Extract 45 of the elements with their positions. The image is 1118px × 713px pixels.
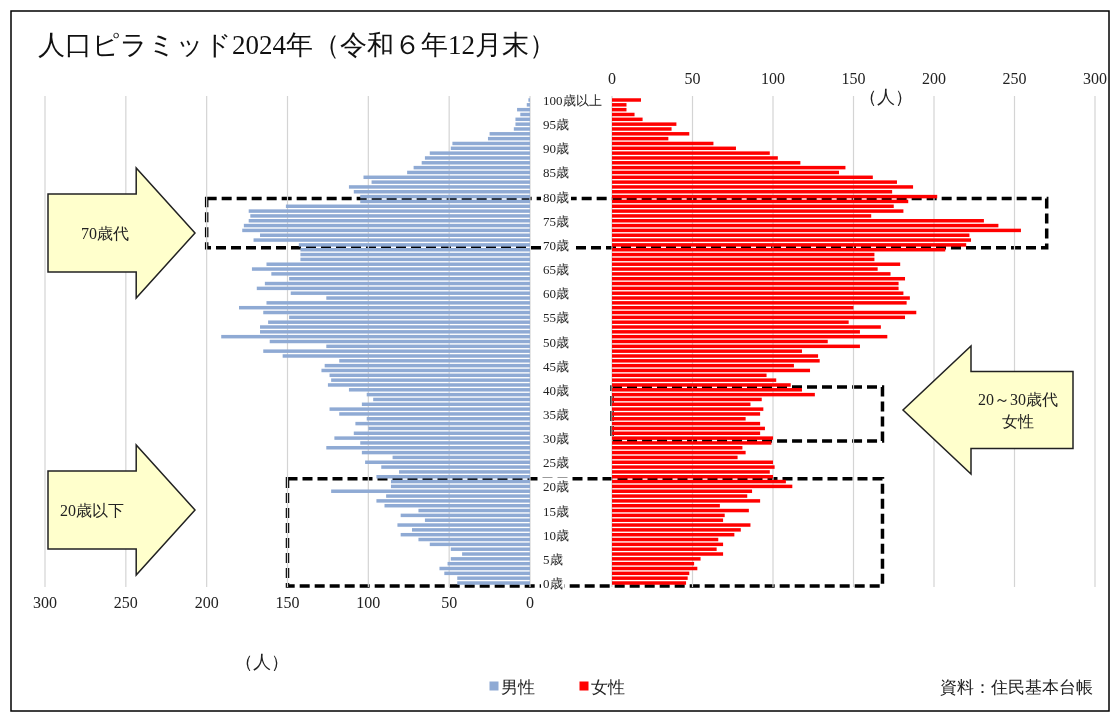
x-tick-label: 300 [1083,70,1107,87]
x-tick-label: 250 [1002,70,1027,87]
y-tick-label: 70歳 [543,237,569,253]
legend-label: 女性 [591,678,625,697]
x-tick-label: 100 [356,594,381,611]
text: 資料：住民基本台帳 [940,678,1093,697]
y-tick-label: 60歳 [543,286,569,302]
x-tick-label: 200 [194,594,219,611]
annotation: 女性 [1002,413,1034,430]
legend-label: 男性 [501,678,535,697]
y-tick-label: 55歳 [543,310,569,326]
y-tick-label: 40歳 [543,382,569,398]
y-tick-label: 15歳 [543,503,569,519]
y-tick-label: 5歳 [543,551,563,567]
x-tick-label: 100 [761,70,785,87]
chart-title: 人口ピラミッド2024年（令和６年12月末） [38,30,556,60]
x-tick-label: 300 [33,594,57,611]
x-tick-label: 0 [608,70,616,87]
y-tick-label: 35歳 [543,406,569,422]
y-tick-label: 25歳 [543,455,569,471]
x-tick-label: 0 [526,594,534,611]
y-tick-label: 20歳 [543,479,569,495]
y-tick-label: 45歳 [543,358,569,374]
y-tick-label: 65歳 [543,262,569,278]
annotation: 70歳代 [81,225,129,242]
x-tick-label: 150 [841,70,866,87]
y-tick-label: 30歳 [543,431,569,447]
x-tick-label: 50 [684,70,701,87]
annotation: 20歳以下 [60,502,124,519]
y-tick-label: 80歳 [543,189,569,205]
y-tick-label: 10歳 [543,527,569,543]
x-tick-label: 200 [922,70,946,87]
y-tick-label: 50歳 [543,334,569,350]
x-axis-title: （人） [859,87,913,107]
y-tick-label: 0歳 [543,576,563,591]
y-tick-label: 90歳 [543,141,569,157]
y-tick-label: 75歳 [543,213,569,229]
x-tick-label: 250 [113,594,138,611]
x-tick-label: 50 [441,594,458,611]
y-tick-label: 85歳 [543,165,569,181]
y-tick-label: 100歳以上 [543,93,602,108]
annotation: 20～30歳代 [978,391,1058,408]
x-tick-label: 150 [275,594,300,611]
x-axis-title: （人） [235,652,289,672]
y-tick-label: 95歳 [543,117,569,133]
